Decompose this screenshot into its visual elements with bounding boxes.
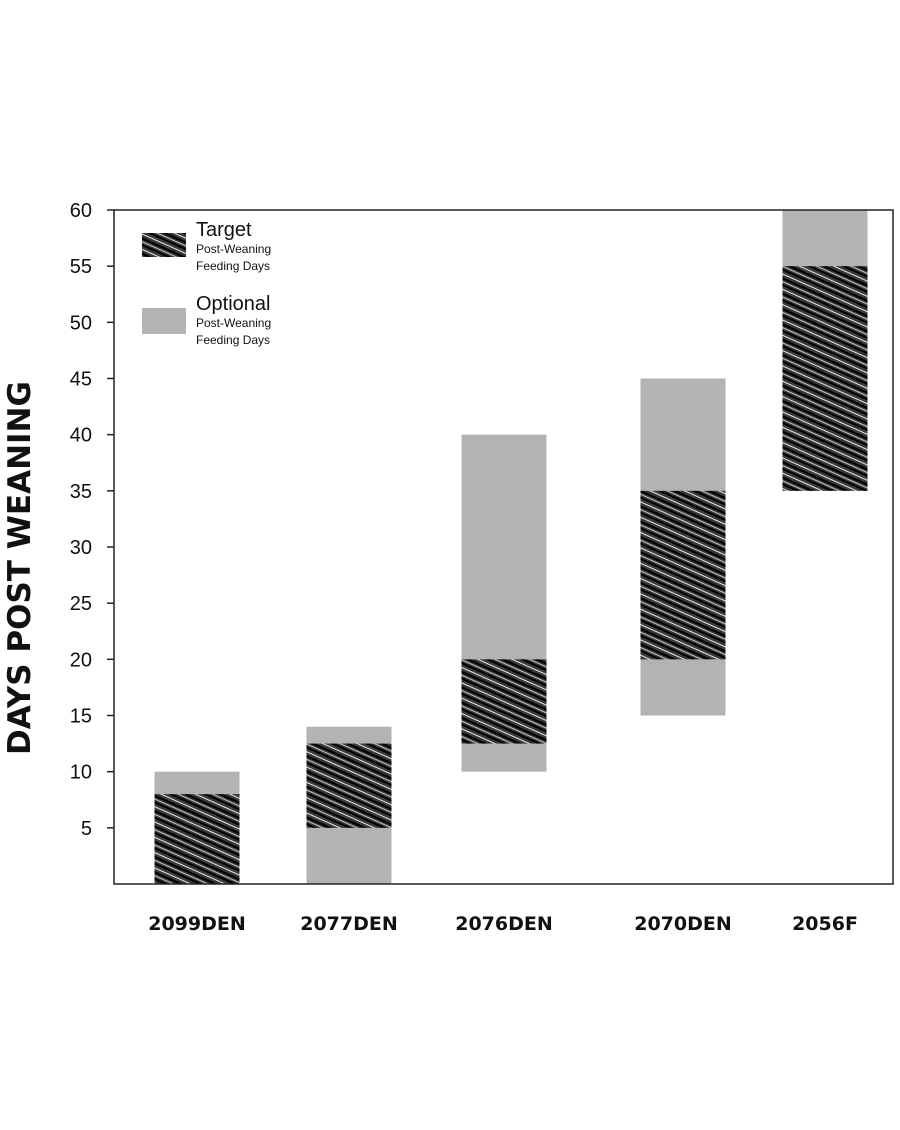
y-ticks-group: 5 10 15 20 25 30 35 40 45 50 55 60	[70, 200, 114, 840]
x-tick-label-2070den: 2070DEN	[634, 913, 732, 935]
y-tick-label-5: 5	[81, 818, 92, 840]
bar-target-2056f	[782, 266, 868, 491]
legend-detail-target-line1: Post-Weaning	[196, 242, 271, 256]
y-tick-label-25: 25	[70, 593, 92, 615]
x-tick-label-2077den: 2077DEN	[300, 913, 398, 935]
x-tick-label-2076den: 2076DEN	[455, 913, 553, 935]
y-tick-label-35: 35	[70, 481, 92, 503]
y-tick-label-30: 30	[70, 537, 92, 559]
y-tick-label-50: 50	[70, 312, 92, 334]
bar-target-2099den	[154, 794, 240, 884]
plot-frame	[113, 209, 894, 885]
legend-label-target: Target	[196, 219, 252, 241]
y-tick-label-55: 55	[70, 256, 92, 278]
y-tick-label-20: 20	[70, 649, 92, 671]
legend-label-optional: Optional	[196, 293, 271, 315]
x-tick-label-2056f: 2056F	[792, 913, 858, 935]
legend-detail-optional-line1: Post-Weaning	[196, 316, 271, 330]
y-tick-label-40: 40	[70, 425, 92, 447]
bar-target-2070den	[640, 490, 726, 660]
y-tick-label-45: 45	[70, 369, 92, 391]
legend-detail-target-line2: Feeding Days	[196, 259, 270, 273]
bar-target-2077den	[306, 743, 392, 828]
legend-detail-optional-line2: Feeding Days	[196, 333, 270, 347]
legend: Target Post-Weaning Feeding Days Optiona…	[142, 219, 271, 347]
y-tick-label-15: 15	[70, 706, 92, 728]
legend-swatch-optional	[142, 308, 186, 334]
bar-target-2076den	[461, 659, 547, 744]
legend-swatch-target	[142, 233, 186, 257]
bars-group	[154, 210, 868, 884]
y-axis-label: DAYS POST WEANING	[2, 381, 38, 755]
x-tick-label-2099den: 2099DEN	[148, 913, 246, 935]
y-tick-label-60: 60	[70, 200, 92, 222]
y-tick-label-10: 10	[70, 762, 92, 784]
x-labels-group: 2099DEN 2077DEN 2076DEN 2070DEN 2056F	[148, 913, 858, 935]
